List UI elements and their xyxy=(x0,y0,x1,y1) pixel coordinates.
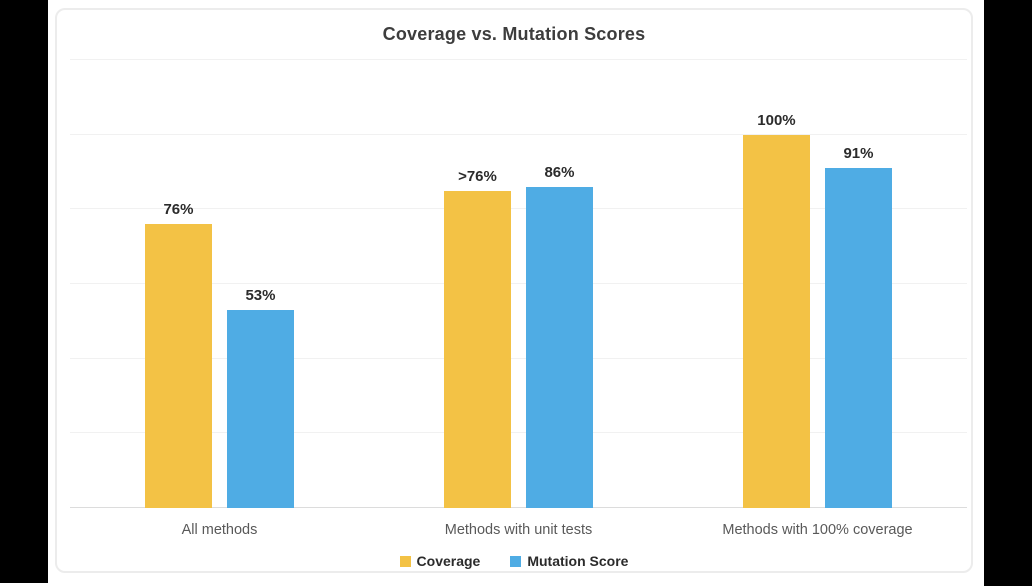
bar-wrap: 76% xyxy=(144,60,212,508)
data-label: 53% xyxy=(245,287,276,305)
plot-area: 76% 53% >76% 86% 100% 91% xyxy=(70,59,967,508)
gridline-80 xyxy=(70,208,967,210)
bar-wrap: >76% xyxy=(443,60,511,508)
category-label: Methods with 100% coverage xyxy=(722,522,913,538)
bar-mutation-score xyxy=(226,310,294,508)
chart-title: Coverage vs. Mutation Scores xyxy=(382,24,646,44)
chart-panel: Coverage vs. Mutation Scores 76% 53% >76% 8… xyxy=(55,8,973,573)
bar-group-3: 100% 91% xyxy=(668,60,967,508)
letterbox-left xyxy=(0,0,48,583)
legend-label: Mutation Score xyxy=(527,553,629,569)
legend-label: Coverage xyxy=(416,553,481,569)
data-label: 86% xyxy=(544,163,575,181)
category-label: All methods xyxy=(181,522,258,538)
data-label: 91% xyxy=(843,145,874,163)
bar-group-2: >76% 86% xyxy=(369,60,668,508)
gridline-100 xyxy=(70,133,967,135)
gridline-40 xyxy=(70,357,967,359)
bar-wrap: 91% xyxy=(824,60,892,508)
bar-coverage xyxy=(443,190,511,508)
legend-item-coverage: Coverage xyxy=(399,553,481,569)
bar-group-1: 76% 53% xyxy=(70,60,369,508)
legend-swatch-icon xyxy=(399,555,411,567)
x-axis-line xyxy=(70,507,967,508)
data-label: 76% xyxy=(163,201,194,219)
bar-wrap: 100% xyxy=(742,60,810,508)
letterbox-right xyxy=(984,0,1032,586)
data-label: >76% xyxy=(458,167,497,185)
category-label: Methods with unit tests xyxy=(444,522,593,538)
category-axis: All methods Methods with unit tests Method… xyxy=(70,522,967,542)
bar-wrap: 86% xyxy=(525,60,593,508)
bar-coverage xyxy=(742,134,810,508)
gridline-20 xyxy=(70,432,967,434)
bar-wrap: 53% xyxy=(226,60,294,508)
legend-swatch-icon xyxy=(510,555,522,567)
legend-item-mutation-score: Mutation Score xyxy=(510,553,628,569)
bar-mutation-score xyxy=(525,186,593,508)
bar-coverage xyxy=(144,224,212,508)
bar-mutation-score xyxy=(824,168,892,508)
gridline-120 xyxy=(70,59,967,60)
gridline-60 xyxy=(70,283,967,284)
legend: Coverage Mutation Score xyxy=(57,553,971,569)
data-label: 100% xyxy=(757,111,796,129)
